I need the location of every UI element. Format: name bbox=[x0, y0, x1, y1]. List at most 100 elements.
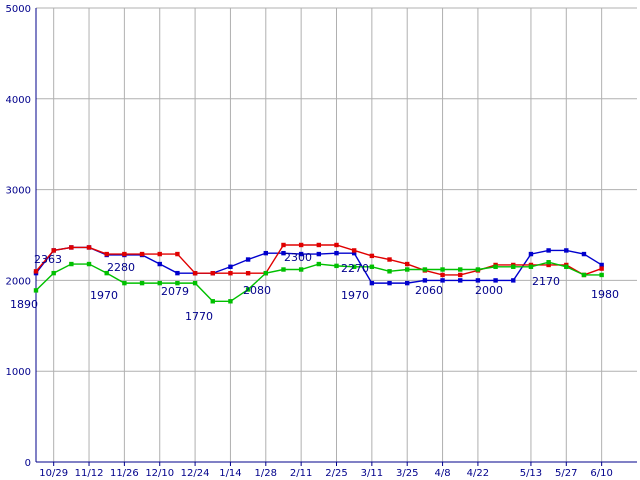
data-point-marker bbox=[369, 280, 375, 286]
data-point-marker bbox=[210, 271, 215, 276]
x-axis-tick-label: 5/27 bbox=[555, 468, 577, 479]
data-point-marker bbox=[351, 250, 357, 256]
series-green-series bbox=[33, 260, 604, 304]
data-point-marker bbox=[263, 270, 268, 276]
data-point-marker bbox=[387, 269, 392, 274]
data-point-marker bbox=[564, 264, 569, 269]
y-axis-tick-label: 5000 bbox=[6, 4, 31, 15]
data-point-marker bbox=[228, 299, 233, 304]
data-point-marker bbox=[493, 264, 498, 269]
data-point-marker bbox=[298, 251, 304, 257]
x-axis-tick-label: 4/8 bbox=[435, 468, 451, 479]
data-point-marker bbox=[387, 280, 392, 286]
data-point-marker bbox=[157, 280, 162, 286]
data-point-label: 1970 bbox=[341, 289, 369, 302]
data-point-marker bbox=[546, 262, 551, 268]
data-point-marker bbox=[175, 270, 180, 276]
data-point-marker bbox=[228, 271, 233, 276]
data-point-marker bbox=[51, 248, 56, 253]
data-point-marker bbox=[334, 250, 339, 256]
data-point-label: 1890 bbox=[10, 298, 38, 311]
data-point-marker bbox=[104, 270, 109, 276]
x-axis-tick-label: 1/28 bbox=[255, 468, 277, 479]
data-point-marker bbox=[157, 261, 162, 267]
data-point-marker bbox=[139, 251, 145, 257]
y-axis-tick-labels: 0 1000 2000 3000 4000 5000 bbox=[6, 4, 31, 469]
data-point-marker bbox=[475, 267, 481, 272]
data-point-label: 2270 bbox=[341, 262, 369, 275]
data-point-label: 2363 bbox=[34, 253, 62, 266]
data-point-label: 2060 bbox=[415, 284, 443, 297]
data-point-marker bbox=[405, 261, 410, 267]
data-point-marker bbox=[422, 267, 428, 272]
data-point-marker bbox=[316, 251, 322, 257]
data-point-marker bbox=[69, 245, 74, 250]
data-point-marker bbox=[245, 257, 251, 262]
data-point-marker bbox=[228, 264, 233, 269]
data-point-marker bbox=[298, 242, 304, 248]
data-point-label: 2300 bbox=[284, 251, 312, 264]
data-point-marker bbox=[316, 261, 322, 267]
data-point-marker bbox=[86, 261, 92, 267]
y-axis-tick-label: 3000 bbox=[6, 186, 31, 197]
data-point-labels: 1890 2363 1970 2280 2079 1770 2080 2300 2270 1970… bbox=[10, 251, 619, 323]
data-point-marker bbox=[316, 242, 322, 248]
data-point-marker bbox=[528, 264, 534, 269]
data-series-layer bbox=[33, 242, 604, 304]
data-point-marker bbox=[546, 260, 551, 265]
data-point-marker bbox=[511, 278, 516, 283]
data-point-marker bbox=[458, 278, 463, 283]
data-point-marker bbox=[422, 278, 428, 283]
data-point-marker bbox=[281, 242, 286, 248]
data-point-marker bbox=[122, 251, 127, 257]
data-point-label: 1970 bbox=[90, 289, 118, 302]
data-point-marker bbox=[281, 250, 286, 256]
data-point-marker bbox=[369, 253, 375, 259]
data-point-marker bbox=[298, 267, 304, 272]
x-axis-tick-label: 2/25 bbox=[325, 468, 347, 479]
x-axis-tick-label: 12/24 bbox=[181, 468, 210, 479]
data-point-marker bbox=[33, 288, 39, 293]
data-point-marker bbox=[86, 245, 92, 250]
data-point-marker bbox=[263, 250, 268, 256]
data-point-marker bbox=[192, 280, 198, 286]
x-axis-tick-labels: 10/29 11/12 11/26 12/10 12/24 1/14 1/28 2/11 2/2… bbox=[39, 462, 613, 479]
data-point-marker bbox=[192, 271, 198, 276]
data-point-marker bbox=[351, 248, 357, 253]
data-point-marker bbox=[51, 270, 56, 276]
data-point-marker bbox=[69, 261, 74, 267]
data-point-marker bbox=[334, 242, 339, 248]
x-axis-tick-label: 12/10 bbox=[145, 468, 174, 479]
data-point-label: 2280 bbox=[107, 261, 135, 274]
data-point-marker bbox=[546, 248, 551, 253]
data-point-label: 2079 bbox=[161, 285, 189, 298]
y-axis-tick-label: 2000 bbox=[6, 276, 31, 287]
y-axis-tick-label: 1000 bbox=[6, 367, 31, 378]
data-point-marker bbox=[528, 251, 534, 257]
data-point-label: 2170 bbox=[532, 275, 560, 288]
data-point-marker bbox=[511, 264, 516, 269]
data-point-marker bbox=[440, 272, 445, 278]
x-axis-tick-label: 10/29 bbox=[39, 468, 68, 479]
y-axis-tick-label: 0 bbox=[25, 458, 31, 469]
data-point-marker bbox=[139, 280, 145, 286]
x-axis-tick-label: 3/25 bbox=[396, 468, 418, 479]
data-point-marker bbox=[245, 271, 251, 276]
x-axis-tick-label: 5/13 bbox=[520, 468, 542, 479]
x-axis-tick-label: 2/11 bbox=[290, 468, 312, 479]
x-axis-tick-label: 3/11 bbox=[361, 468, 383, 479]
x-axis-tick-label: 11/12 bbox=[75, 468, 104, 479]
data-point-marker bbox=[599, 262, 604, 268]
data-point-marker bbox=[405, 267, 410, 272]
data-point-label: 2000 bbox=[475, 284, 503, 297]
data-point-marker bbox=[351, 264, 357, 269]
data-point-marker bbox=[157, 251, 162, 257]
data-point-marker bbox=[581, 251, 587, 257]
data-point-marker bbox=[175, 251, 180, 257]
data-point-marker bbox=[599, 266, 604, 271]
data-point-marker bbox=[440, 278, 445, 283]
data-point-marker bbox=[405, 280, 410, 286]
data-point-marker bbox=[334, 263, 339, 269]
